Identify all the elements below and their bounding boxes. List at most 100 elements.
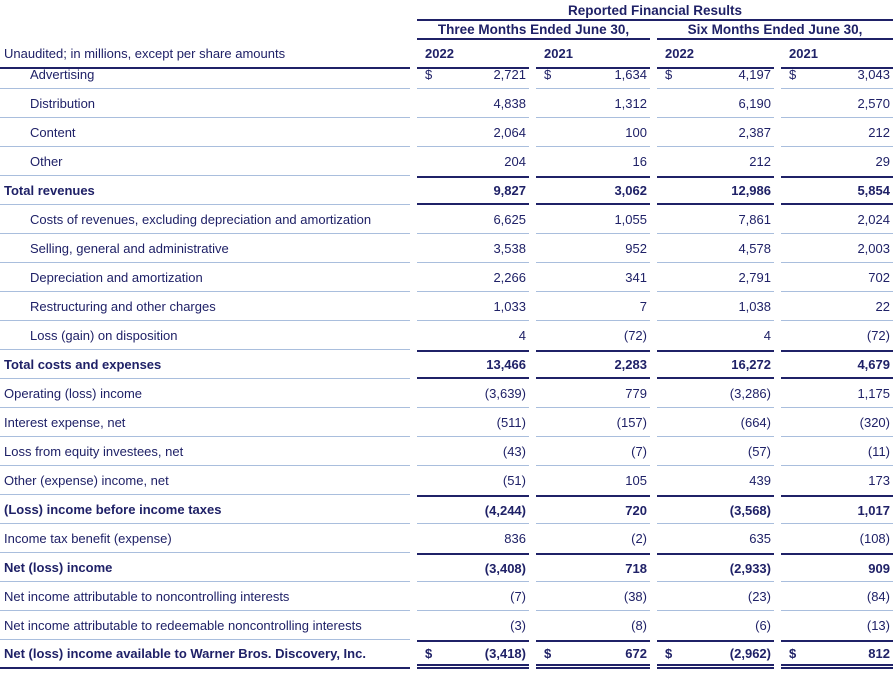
row-value: 341 (536, 263, 650, 292)
row-value: (84) (781, 582, 893, 611)
row-value: $672 (536, 640, 650, 669)
row-value: (2,933) (657, 553, 774, 582)
row-label: Content (0, 118, 410, 147)
row-value: 22 (781, 292, 893, 321)
table-row: Loss from equity investees, net (43) (7)… (0, 437, 893, 466)
year-header: 2022 (657, 40, 774, 69)
row-value: (511) (417, 408, 529, 437)
table-row: Net income attributable to noncontrollin… (0, 582, 893, 611)
row-value: 718 (536, 553, 650, 582)
row-value: (8) (631, 618, 647, 633)
row-value: (38) (536, 582, 650, 611)
row-value: $2,721 (417, 60, 529, 89)
row-value: (108) (859, 531, 890, 546)
row-label: Other (expense) income, net (0, 466, 410, 495)
row-value: 13,466 (417, 350, 529, 379)
table-row: Net (loss) income available to Warner Br… (0, 640, 893, 669)
dollar-sign: $ (789, 645, 797, 661)
row-value: (320) (781, 408, 893, 437)
row-label: Income tax benefit (expense) (0, 524, 410, 553)
row-value: (57) (657, 437, 774, 466)
row-value: 212 (781, 118, 893, 147)
row-value: 2,570 (781, 89, 893, 118)
row-value: 779 (536, 379, 650, 408)
row-value: (3,639) (417, 379, 529, 408)
table-row: Income tax benefit (expense) 836 (2) 635… (0, 524, 893, 553)
row-value: 1,017 (781, 495, 893, 524)
row-value: (3) (510, 618, 526, 633)
row-value: $1,634 (536, 60, 650, 89)
row-value: 3,538 (417, 234, 529, 263)
row-value: 2,003 (781, 234, 893, 263)
row-label: Net (loss) income (0, 553, 410, 582)
row-value: 1,033 (417, 292, 529, 321)
row-value: 12,986 (657, 176, 774, 205)
row-value: 3,062 (536, 176, 650, 205)
row-value: $4,197 (657, 60, 774, 89)
dollar-sign: $ (544, 66, 552, 82)
table-row: Costs of revenues, excluding depreciatio… (0, 205, 893, 234)
table-row: Net income attributable to redeemable no… (0, 611, 893, 640)
dollar-sign: $ (665, 66, 673, 82)
row-value: $ (2,962) (657, 640, 774, 669)
row-value: 5,854 (781, 176, 893, 205)
table-row: Restructuring and other charges 1,033 7 … (0, 292, 893, 321)
row-value: (6) (755, 618, 771, 633)
row-value: 836 (504, 531, 526, 546)
row-value: 6,190 (657, 89, 774, 118)
year-header-row: Unaudited; in millions, except per share… (0, 40, 893, 69)
row-label: Loss (gain) on disposition (0, 321, 410, 350)
row-value: 204 (504, 154, 526, 169)
row-label: Total revenues (0, 176, 410, 205)
table-row: Selling, general and administrative 3,53… (0, 234, 893, 263)
row-label: Distribution (0, 89, 410, 118)
table-row: Content 2,064 100 2,387 212 (0, 118, 893, 147)
table-row: Depreciation and amortization 2,266 341 … (0, 263, 893, 292)
column-group-band: Three Months Ended June 30, Six Months E… (417, 21, 893, 40)
row-value: 100 (536, 118, 650, 147)
table-row: (Loss) income before income taxes (4,244… (0, 495, 893, 524)
row-value: 16,272 (657, 350, 774, 379)
report-title: Reported Financial Results (567, 3, 743, 18)
table-row: Loss (gain) on disposition 4 (72) 4 (72) (0, 321, 893, 350)
row-value: 2,387 (657, 118, 774, 147)
table-row: Total revenues 9,827 3,062 12,986 5,854 (0, 176, 893, 205)
row-value: (4,244) (417, 495, 529, 524)
row-value: (11) (781, 437, 893, 466)
row-value: (7) (417, 582, 529, 611)
row-label: Other (0, 147, 410, 176)
year-header: 2021 (781, 40, 893, 69)
row-value: 1,055 (536, 205, 650, 234)
row-value: 952 (536, 234, 650, 263)
row-value: 7 (536, 292, 650, 321)
row-value: 4 (518, 328, 526, 343)
row-label: Net income attributable to noncontrollin… (0, 582, 410, 611)
row-value: (2) (631, 531, 647, 546)
table-row: Other 204 16 212 29 (0, 147, 893, 176)
row-label: Restructuring and other charges (0, 292, 410, 321)
column-group-three-months: Three Months Ended June 30, (417, 21, 650, 40)
unaudited-note: Unaudited; in millions, except per share… (0, 40, 410, 69)
row-value: 9,827 (417, 176, 529, 205)
row-value: (43) (417, 437, 529, 466)
row-label: (Loss) income before income taxes (0, 495, 410, 524)
row-value: 720 (536, 495, 650, 524)
row-value: 1,312 (536, 89, 650, 118)
row-value: $3,043 (781, 60, 893, 89)
row-value: (7) (536, 437, 650, 466)
dollar-sign: $ (544, 645, 552, 661)
row-value: 2,791 (657, 263, 774, 292)
row-value: 4,578 (657, 234, 774, 263)
row-value: (664) (657, 408, 774, 437)
row-value: 1,038 (657, 292, 774, 321)
table-row: Interest expense, net (511) (157) (664) … (0, 408, 893, 437)
row-label: Costs of revenues, excluding depreciatio… (0, 205, 410, 234)
row-value: 4,838 (417, 89, 529, 118)
row-value: 2,266 (417, 263, 529, 292)
row-label: Net (loss) income available to Warner Br… (0, 640, 410, 669)
table-body: Advertising $2,721 $1,634 $4,197 $3,043 … (0, 60, 895, 669)
table-row: Net (loss) income (3,408) 718 (2,933) 90… (0, 553, 893, 582)
row-label: Advertising (0, 60, 410, 89)
row-value: 16 (632, 154, 647, 169)
